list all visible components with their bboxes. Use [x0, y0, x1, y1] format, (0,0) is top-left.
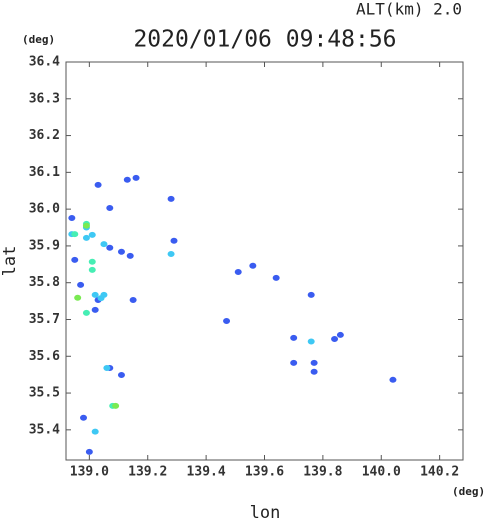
radar-echo [310, 368, 318, 375]
radar-echo [112, 402, 120, 409]
radar-echo [88, 258, 96, 265]
radar-echo [106, 205, 114, 212]
x-unit: (deg) [452, 485, 485, 498]
radar-echo [71, 256, 79, 263]
radar-echo [88, 231, 96, 238]
radar-echo [234, 269, 242, 276]
radar-echo [91, 291, 99, 298]
x-tick-label: 140.0 [362, 465, 401, 480]
radar-echo [129, 296, 137, 303]
radar-echo [106, 244, 114, 251]
radar-echo [126, 252, 134, 259]
y-tick-label: 35.7 [29, 312, 60, 327]
radar-echo [389, 376, 397, 383]
radar-echo [85, 448, 93, 455]
radar-echo [170, 237, 178, 244]
x-tick-label: 139.2 [128, 465, 167, 480]
radar-echo [307, 291, 315, 298]
radar-echo [82, 309, 90, 316]
y-tick-label: 35.9 [29, 238, 60, 253]
radar-echo [123, 176, 131, 183]
x-tick-label: 139.4 [187, 465, 226, 480]
radar-echo [290, 359, 298, 366]
chart-title: 2020/01/06 09:48:56 [133, 27, 396, 53]
x-tick-label: 139.6 [245, 465, 284, 480]
radar-echo [272, 274, 280, 281]
radar-echo [68, 214, 76, 221]
y-tick-label: 36.3 [29, 91, 60, 106]
alt-label: ALT(km) 2.0 [356, 0, 462, 19]
radar-echo [91, 428, 99, 435]
radar-echo [132, 174, 140, 181]
radar-echo [117, 248, 125, 255]
radar-echo [88, 266, 96, 273]
radar-echo [307, 338, 315, 345]
radar-echo [80, 414, 88, 421]
y-tick-label: 35.6 [29, 349, 60, 364]
radar-echo [82, 234, 90, 241]
radar-echo [91, 306, 99, 313]
radar-echo [336, 331, 344, 338]
y-tick-label: 36.0 [29, 202, 60, 217]
radar-echo [331, 335, 339, 342]
radar-echo [290, 334, 298, 341]
radar-echo [167, 195, 175, 202]
y-unit: (deg) [22, 33, 55, 46]
radar-echo [103, 365, 111, 372]
plot-frame [65, 61, 464, 461]
x-tick-label: 139.8 [303, 465, 342, 480]
radar-echo [71, 231, 79, 238]
radar-echo [82, 222, 90, 229]
radar-echo [223, 317, 231, 324]
radar-echo [74, 294, 82, 301]
radar-echo [94, 181, 102, 188]
radar-echo [117, 372, 125, 379]
y-axis-label: lat [0, 246, 20, 277]
y-tick-label: 36.2 [29, 128, 60, 143]
y-tick-label: 35.5 [29, 386, 60, 401]
radar-echo [167, 251, 175, 258]
radar-echo [77, 281, 85, 288]
x-tick-label: 139.0 [70, 465, 109, 480]
x-axis-label: lon [250, 503, 281, 521]
radar-echo [100, 241, 108, 248]
x-tick-label: 140.2 [420, 465, 459, 480]
radar-echo [310, 359, 318, 366]
y-tick-label: 35.8 [29, 275, 60, 290]
y-tick-label: 35.4 [29, 422, 60, 437]
y-tick-label: 36.1 [29, 165, 60, 180]
y-tick-label: 36.4 [29, 55, 60, 70]
radar-echo [100, 291, 108, 298]
radar-echo [249, 262, 257, 269]
